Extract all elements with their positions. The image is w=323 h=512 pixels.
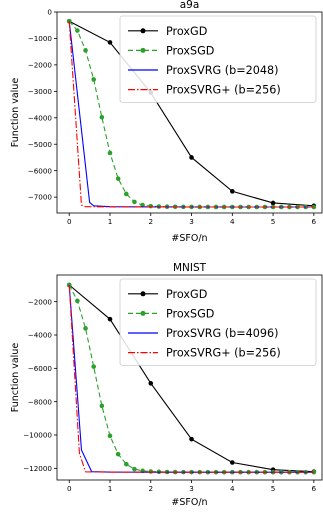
y-tick-label: −2000	[28, 60, 53, 69]
x-axis-label: #SFO/n	[171, 497, 207, 508]
legend-marker	[140, 47, 146, 53]
y-tick-label: −6000	[28, 364, 53, 373]
y-tick-label: −4000	[28, 113, 53, 122]
data-point	[115, 176, 121, 181]
data-point	[230, 189, 235, 194]
legend: ProxGD ProxSGD ProxSVRG (b=2048) ProxSVRG+ …	[119, 15, 317, 103]
y-tick-label: 0	[47, 8, 52, 17]
x-tick-label: 0	[67, 217, 72, 226]
data-point	[66, 18, 72, 24]
x-tick-label: 5	[271, 484, 276, 493]
y-tick-label: −3000	[28, 87, 53, 96]
data-point	[99, 403, 105, 409]
data-point	[189, 436, 194, 442]
data-point	[115, 451, 121, 457]
legend-label-3: ProxSVRG (b=2048)	[166, 64, 278, 77]
x-tick-label: 5	[271, 217, 276, 226]
x-tick-label: 1	[108, 217, 113, 226]
legend-label-2: ProxSGD	[166, 307, 214, 320]
x-tick-label: 2	[148, 217, 153, 226]
chart-title: MNIST	[173, 262, 207, 274]
series-line-4	[68, 21, 314, 208]
x-tick-label: 1	[108, 484, 113, 493]
plot-area	[66, 282, 317, 475]
data-point	[148, 469, 154, 474]
legend-label-4: ProxSVRG+ (b=256)	[166, 347, 281, 360]
data-point	[132, 199, 137, 205]
series-line-4	[68, 284, 314, 473]
y-tick-label: −5000	[28, 140, 53, 149]
x-tick-label: 6	[312, 217, 317, 226]
chart-panel-2: MNIST 0 1 2 3 4 5 6 −2000 −4000 −6000 −8000 −10000 −1…	[10, 262, 323, 508]
legend-label-3: ProxSVRG (b=4096)	[166, 327, 278, 340]
data-point	[270, 200, 276, 206]
data-point	[99, 114, 105, 120]
legend-label-4: ProxSVRG+ (b=256)	[166, 84, 281, 97]
x-tick-label: 6	[312, 484, 317, 493]
y-tick-label: −10000	[23, 431, 52, 440]
data-point	[124, 191, 129, 197]
legend-marker	[140, 310, 146, 316]
legend-label-2: ProxSGD	[166, 44, 214, 57]
y-axis-label: Function value	[10, 78, 21, 148]
legend-box	[119, 278, 317, 366]
data-point	[91, 77, 96, 82]
legend-label-1: ProxGD	[166, 288, 207, 301]
x-tick-label: 4	[230, 484, 235, 493]
y-tick-label: −7000	[28, 193, 53, 202]
plot-frame	[56, 274, 323, 481]
data-point	[140, 202, 145, 208]
data-point	[148, 203, 154, 209]
data-point	[83, 48, 88, 53]
data-point	[75, 28, 80, 33]
chart-panel-1: a9a 0 1 2 3 4 5 6 0 −1000 −2000 −3000 −4000 −5000 −600…	[10, 0, 323, 244]
y-tick-label: −12000	[23, 464, 52, 473]
data-point	[230, 460, 235, 465]
data-point	[132, 466, 137, 472]
data-point	[75, 298, 80, 304]
y-tick-label: −2000	[28, 297, 53, 306]
x-tick-label: 2	[148, 484, 153, 493]
data-point	[107, 150, 113, 156]
legend-label-1: ProxGD	[166, 25, 207, 38]
y-tick-label: −1000	[28, 34, 53, 43]
y-tick-label: −6000	[28, 166, 53, 175]
legend-marker	[140, 291, 146, 297]
plot-area	[66, 18, 317, 210]
y-tick-label: −8000	[28, 397, 53, 406]
data-point	[83, 326, 88, 331]
data-point	[148, 381, 154, 386]
x-tick-label: 4	[230, 217, 235, 226]
x-tick-label: 3	[189, 484, 194, 493]
y-axis-label: Function value	[10, 343, 21, 413]
data-point	[189, 155, 194, 160]
legend-marker	[140, 28, 146, 34]
legend: ProxGD ProxSGD ProxSVRG (b=4096) ProxSVRG+ …	[119, 278, 317, 366]
x-axis-label: #SFO/n	[171, 233, 207, 244]
data-point	[107, 316, 113, 322]
data-point	[107, 433, 113, 439]
chart-title: a9a	[180, 0, 200, 11]
x-tick-label: 3	[189, 217, 194, 226]
data-point	[107, 40, 113, 45]
legend-box	[119, 15, 317, 103]
y-tick-label: −4000	[28, 331, 53, 340]
x-tick-label: 0	[67, 484, 72, 493]
plot-frame	[56, 11, 323, 214]
data-point	[124, 461, 129, 467]
data-point	[91, 364, 96, 369]
